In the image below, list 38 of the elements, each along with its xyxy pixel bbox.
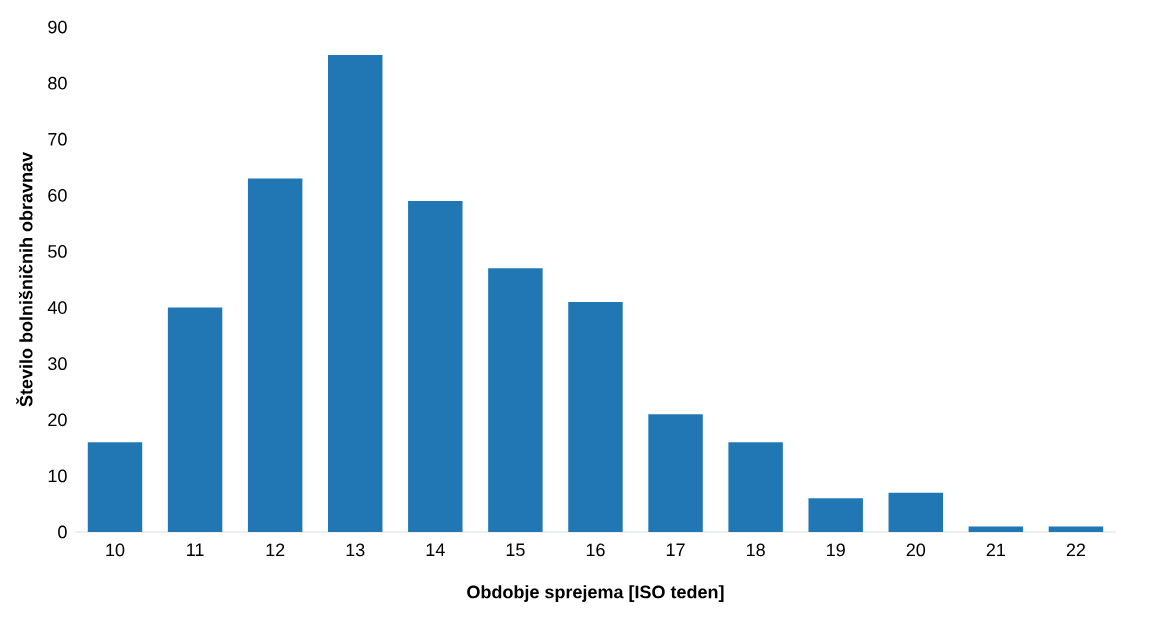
bar <box>408 200 463 532</box>
bar <box>888 492 943 532</box>
bar <box>808 498 863 532</box>
bar <box>488 268 543 532</box>
y-tick-label: 70 <box>48 132 67 146</box>
x-tick-label: 20 <box>906 543 926 557</box>
x-tick-label: 22 <box>1066 543 1086 557</box>
bar <box>568 301 623 532</box>
bar <box>87 442 143 532</box>
y-tick-label: 90 <box>48 20 67 34</box>
bar <box>167 307 223 532</box>
bar <box>247 178 303 532</box>
y-tick-label: 60 <box>48 188 67 202</box>
y-axis-title: Število bolnišničnih obravnav <box>16 152 33 407</box>
x-tick-label: 14 <box>426 543 445 556</box>
bar <box>728 442 783 532</box>
bar <box>328 55 383 532</box>
y-tick-label: 80 <box>48 76 67 90</box>
x-tick-label: 11 <box>187 543 204 556</box>
bar <box>1048 526 1104 532</box>
bar <box>648 414 703 532</box>
x-tick-label: 21 <box>986 543 1005 557</box>
x-tick-label: 12 <box>266 543 285 557</box>
y-tick-label: 10 <box>48 469 67 483</box>
x-tick-label: 10 <box>106 543 125 557</box>
y-tick-label: 50 <box>48 245 67 258</box>
y-tick-label: 20 <box>48 413 67 427</box>
x-tick-label: 13 <box>346 543 365 557</box>
x-tick-label: 17 <box>666 543 685 556</box>
bar <box>968 526 1024 532</box>
y-tick-label: 0 <box>58 525 67 539</box>
y-tick-label: 40 <box>47 301 67 314</box>
x-tick-label: 19 <box>827 543 845 557</box>
x-tick-label: 18 <box>746 543 765 557</box>
x-axis-title: Obdobje sprejema [ISO teden] <box>467 585 724 602</box>
y-tick-label: 30 <box>48 357 67 371</box>
x-tick-label: 15 <box>506 543 525 557</box>
x-tick-label: 16 <box>586 543 605 557</box>
